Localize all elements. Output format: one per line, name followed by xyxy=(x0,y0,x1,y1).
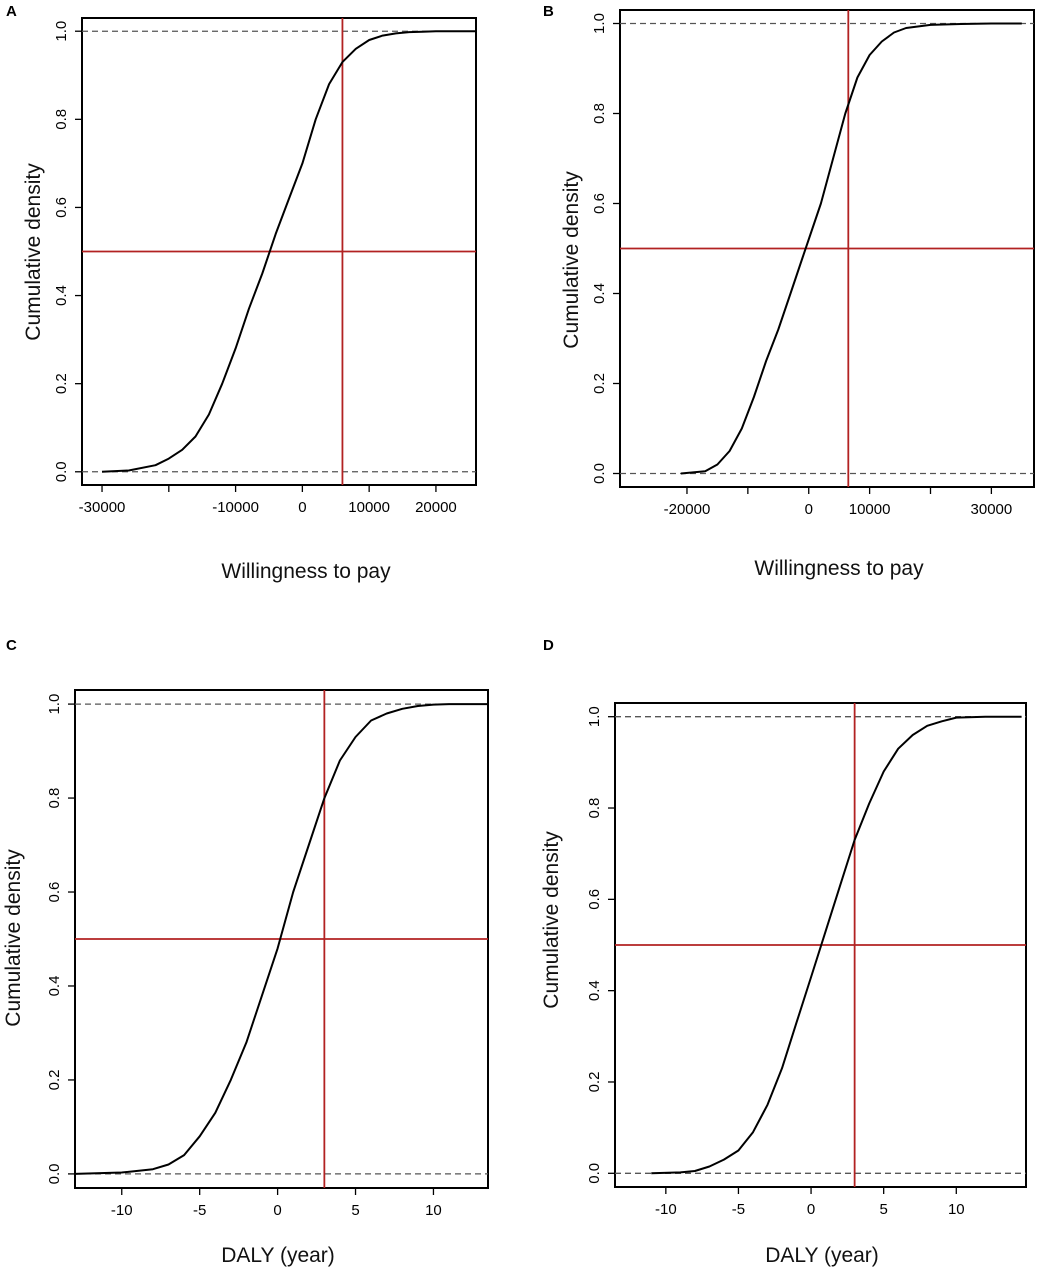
y-tick-label: 1.0 xyxy=(591,13,608,34)
y-axis-title: Cumulative density xyxy=(540,831,563,1009)
y-tick-label: 0.2 xyxy=(53,373,70,394)
y-tick-label: 0.6 xyxy=(586,889,603,910)
y-tick-label: 0.4 xyxy=(586,980,603,1001)
y-tick-label: 0.6 xyxy=(591,193,608,214)
x-tick-label: 5 xyxy=(351,1202,359,1219)
x-tick-label: 30000 xyxy=(971,501,1013,518)
y-tick-label: 0.0 xyxy=(53,461,70,482)
ecdf-curve xyxy=(651,715,1022,1175)
x-axis-title: Willingness to pay xyxy=(221,560,391,583)
y-axis-title: Cumulative density xyxy=(22,163,45,341)
y-tick-label: 0.4 xyxy=(46,976,63,997)
x-tick-label: 0 xyxy=(807,1201,815,1218)
y-tick-label: 0.2 xyxy=(586,1072,603,1093)
y-tick-label: 0.0 xyxy=(586,1163,603,1184)
panel-d: D 0.0 0.2 0.4 0.6 0.8 1.0 -10 -5 0 5 10 DALY (year) C… xyxy=(540,637,1027,1267)
x-tick-label: -5 xyxy=(193,1202,206,1219)
y-axis-title: Cumulative density xyxy=(2,849,25,1027)
panel-a: A 0.0 0.2 0.4 0.6 0.8 1.0 -30000 -10000 0 10000 200… xyxy=(6,3,477,583)
x-tick-label: 0 xyxy=(805,501,813,518)
x-tick-label: 10000 xyxy=(348,499,390,516)
y-tick-label: 0.8 xyxy=(586,798,603,819)
x-tick-label: -10000 xyxy=(212,499,259,516)
panel-b: B 0.0 0.2 0.4 0.6 0.8 1.0 -20000 0 10000 30000 Will… xyxy=(543,3,1035,580)
y-tick-label: 0.0 xyxy=(46,1163,63,1184)
y-axis-title: Cumulative density xyxy=(560,171,583,349)
x-tick-label: -5 xyxy=(732,1201,745,1218)
x-axis-title: DALY (year) xyxy=(221,1244,335,1267)
x-tick-label: 0 xyxy=(273,1202,281,1219)
y-tick-label: 1.0 xyxy=(46,694,63,715)
x-axis-title: Willingness to pay xyxy=(754,557,924,580)
y-tick-label: 0.8 xyxy=(591,103,608,124)
ecdf-curve xyxy=(680,22,1022,475)
ecdf-curve xyxy=(101,30,476,473)
x-tick-label: 10 xyxy=(425,1202,442,1219)
x-tick-label: 10 xyxy=(948,1201,965,1218)
y-tick-label: 0.0 xyxy=(591,463,608,484)
y-tick-label: 0.2 xyxy=(591,373,608,394)
panel-letter-a: A xyxy=(6,3,17,20)
y-tick-label: 0.4 xyxy=(591,283,608,304)
x-tick-label: -20000 xyxy=(664,501,711,518)
panel-letter-b: B xyxy=(543,3,554,20)
y-tick-label: 0.8 xyxy=(46,788,63,809)
ecdf-curve xyxy=(74,703,488,1175)
x-tick-label: 0 xyxy=(298,499,306,516)
y-tick-label: 0.8 xyxy=(53,109,70,130)
x-tick-label: 10000 xyxy=(849,501,891,518)
panel-c: C 0.0 0.2 0.4 0.6 0.8 1.0 -10 -5 0 5 10 DALY (year) C… xyxy=(2,637,489,1267)
y-tick-label: 1.0 xyxy=(53,21,70,42)
x-axis-title: DALY (year) xyxy=(765,1244,879,1267)
y-tick-label: 0.4 xyxy=(53,285,70,306)
y-tick-label: 0.6 xyxy=(46,882,63,903)
x-tick-label: -30000 xyxy=(79,499,126,516)
x-tick-label: 20000 xyxy=(415,499,457,516)
x-tick-label: -10 xyxy=(111,1202,133,1219)
panel-letter-d: D xyxy=(543,637,554,654)
y-tick-label: 0.6 xyxy=(53,197,70,218)
x-tick-label: 5 xyxy=(880,1201,888,1218)
x-tick-label: -10 xyxy=(655,1201,677,1218)
y-tick-label: 1.0 xyxy=(586,706,603,727)
y-tick-label: 0.2 xyxy=(46,1070,63,1091)
panel-letter-c: C xyxy=(6,637,17,654)
